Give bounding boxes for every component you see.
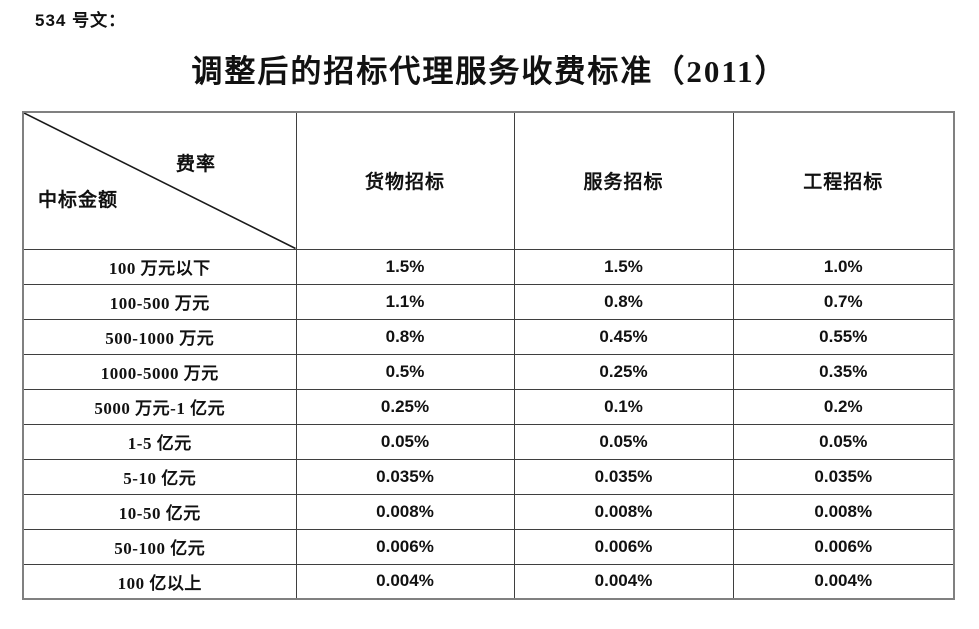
diagonal-line-icon — [24, 113, 296, 249]
amount-cell: 5000 万元-1 亿元 — [22, 388, 297, 425]
column-header-engineering: 工程招标 — [732, 111, 955, 250]
table-row: 500-1000 万元 0.8% 0.45% 0.55% — [22, 318, 955, 355]
rate-cell: 0.35% — [732, 353, 955, 390]
rate-cell: 0.25% — [513, 353, 734, 390]
corner-cell: 费率 中标金额 — [22, 111, 297, 250]
rate-cell: 0.05% — [513, 423, 734, 460]
amount-cell: 100-500 万元 — [22, 283, 297, 320]
rate-cell: 0.006% — [295, 528, 515, 565]
table-body: 100 万元以下 1.5% 1.5% 1.0% 100-500 万元 1.1% 0.8% 0.… — [22, 248, 955, 600]
rate-cell: 0.8% — [295, 318, 515, 355]
table-row: 1-5 亿元 0.05% 0.05% 0.05% — [22, 423, 955, 460]
amount-cell: 10-50 亿元 — [22, 493, 297, 530]
rate-cell: 0.5% — [295, 353, 515, 390]
rate-cell: 0.004% — [732, 563, 955, 600]
amount-cell: 5-10 亿元 — [22, 458, 297, 495]
rate-cell: 0.55% — [732, 318, 955, 355]
rate-cell: 0.004% — [295, 563, 515, 600]
rate-cell: 1.1% — [295, 283, 515, 320]
table-row: 100 万元以下 1.5% 1.5% 1.0% — [22, 248, 955, 285]
amount-cell: 1000-5000 万元 — [22, 353, 297, 390]
rate-cell: 0.035% — [513, 458, 734, 495]
rate-cell: 0.035% — [732, 458, 955, 495]
rate-cell: 0.008% — [732, 493, 955, 530]
corner-label-rate: 费率 — [176, 154, 217, 175]
table-row: 5000 万元-1 亿元 0.25% 0.1% 0.2% — [22, 388, 955, 425]
table-row: 10-50 亿元 0.008% 0.008% 0.008% — [22, 493, 955, 530]
column-header-goods: 货物招标 — [295, 111, 515, 250]
rate-cell: 0.006% — [513, 528, 734, 565]
amount-cell: 100 万元以下 — [22, 248, 297, 285]
rate-cell: 1.5% — [513, 248, 734, 285]
rate-cell: 0.25% — [295, 388, 515, 425]
rate-cell: 0.2% — [732, 388, 955, 425]
rate-cell: 0.008% — [513, 493, 734, 530]
amount-cell: 500-1000 万元 — [22, 318, 297, 355]
table-row: 1000-5000 万元 0.5% 0.25% 0.35% — [22, 353, 955, 390]
rate-cell: 1.0% — [732, 248, 955, 285]
rate-cell: 0.035% — [295, 458, 515, 495]
header-row: 费率 中标金额 货物招标 服务招标 工程招标 — [22, 111, 955, 250]
table-row: 100 亿以上 0.004% 0.004% 0.004% — [22, 563, 955, 600]
amount-cell: 1-5 亿元 — [22, 423, 297, 460]
fee-rate-table: 费率 中标金额 货物招标 服务招标 工程招标 100 万元以下 1.5% 1.5% 1… — [22, 111, 955, 600]
table-row: 100-500 万元 1.1% 0.8% 0.7% — [22, 283, 955, 320]
rate-cell: 0.004% — [513, 563, 734, 600]
amount-cell: 100 亿以上 — [22, 563, 297, 600]
rate-cell: 0.8% — [513, 283, 734, 320]
doc-number-label: 534 号文： — [35, 11, 127, 30]
rate-cell: 0.05% — [295, 423, 515, 460]
rate-cell: 0.7% — [732, 283, 955, 320]
amount-cell: 50-100 亿元 — [22, 528, 297, 565]
rate-cell: 0.45% — [513, 318, 734, 355]
rate-cell: 0.05% — [732, 423, 955, 460]
column-header-services: 服务招标 — [513, 111, 734, 250]
rate-cell: 1.5% — [295, 248, 515, 285]
corner-label-amount: 中标金额 — [38, 190, 119, 211]
page-title: 调整后的招标代理服务收费标准（2011） — [191, 54, 788, 89]
table-row: 5-10 亿元 0.035% 0.035% 0.035% — [22, 458, 955, 495]
rate-cell: 0.1% — [513, 388, 734, 425]
rate-cell: 0.008% — [295, 493, 515, 530]
rate-cell: 0.006% — [732, 528, 955, 565]
table-row: 50-100 亿元 0.006% 0.006% 0.006% — [22, 528, 955, 565]
